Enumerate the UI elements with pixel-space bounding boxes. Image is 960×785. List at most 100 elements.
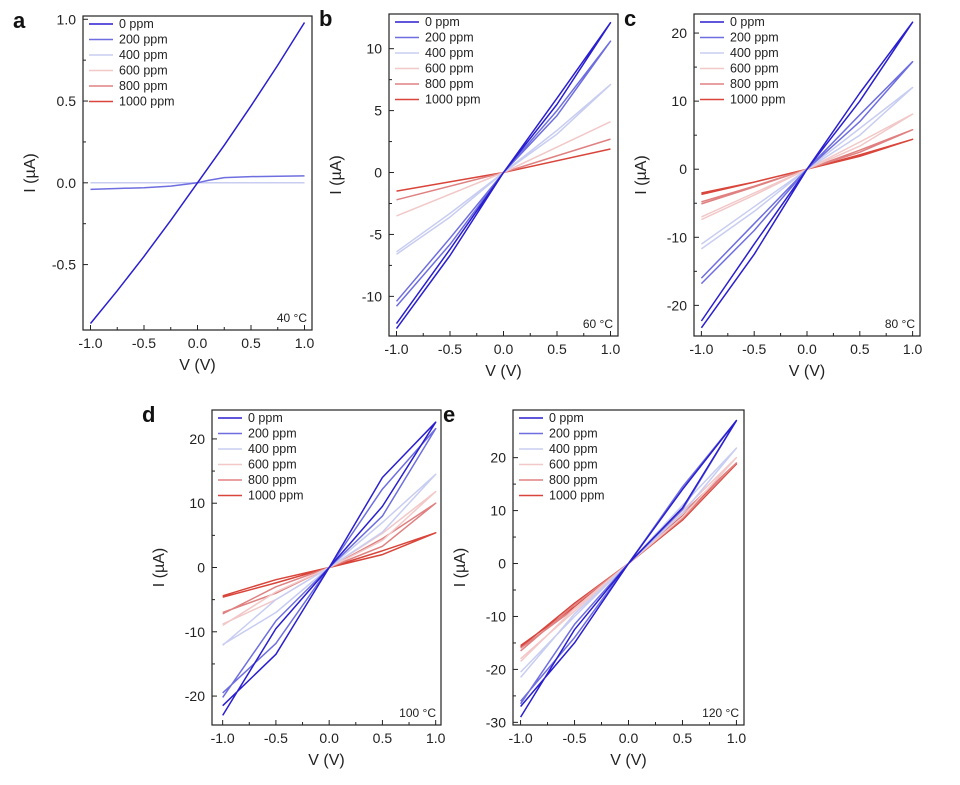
legend-label: 600 ppm xyxy=(730,62,779,76)
y-tick-label: 0.0 xyxy=(57,175,77,191)
y-tick-label: -5 xyxy=(370,226,383,242)
series-line xyxy=(222,490,437,627)
y-axis-title: I (µA) xyxy=(452,548,469,587)
x-axis-title: V (V) xyxy=(308,752,344,769)
y-tick-label: -10 xyxy=(667,229,687,245)
y-tick-label: 10 xyxy=(490,503,506,519)
x-tick-label: -1.0 xyxy=(78,335,102,351)
x-tick-label: 0.0 xyxy=(619,730,639,746)
x-tick-label: 1.0 xyxy=(727,730,747,746)
x-axis-title: V (V) xyxy=(179,357,215,374)
x-tick-label: 0.0 xyxy=(797,341,817,357)
legend-label: 0 ppm xyxy=(119,17,154,31)
x-tick-label: 0.5 xyxy=(241,335,261,351)
panel-letter: c xyxy=(624,6,636,31)
legend-label: 1000 ppm xyxy=(248,489,304,503)
legend-label: 1000 ppm xyxy=(425,93,481,107)
panel-d: -1.0 -0.5 0.0 0.5 1.0 -20 -10 0 10 20 V (V) I (µA) d… xyxy=(142,402,446,769)
series-line xyxy=(222,473,437,646)
x-tick-label: 1.0 xyxy=(903,341,923,357)
x-tick-label: -1.0 xyxy=(508,730,532,746)
x-axis-title: V (V) xyxy=(485,363,521,380)
series-line xyxy=(395,40,612,307)
series-line xyxy=(519,419,738,718)
series-line xyxy=(222,427,437,698)
x-tick-label: 0.0 xyxy=(319,730,339,746)
series-line xyxy=(701,138,914,196)
series-line xyxy=(395,21,612,330)
series-line xyxy=(396,148,611,192)
panel-c: -1.0 -0.5 0.0 0.5 1.0 -20 -10 0 10 20 V (V) I (µA) c… xyxy=(624,6,923,380)
y-tick-label: 0 xyxy=(498,556,506,572)
series-line xyxy=(700,86,914,250)
legend-label: 200 ppm xyxy=(730,31,779,45)
x-tick-label: -1.0 xyxy=(689,341,713,357)
x-axis-title: V (V) xyxy=(789,363,825,380)
series-line xyxy=(520,463,738,648)
legend-label: 600 ppm xyxy=(425,62,474,76)
series-line xyxy=(700,60,914,285)
temperature-label: 100 °C xyxy=(399,706,436,720)
series-line xyxy=(222,532,437,598)
y-tick-label: 10 xyxy=(671,93,687,109)
series-line xyxy=(701,128,914,205)
x-tick-label: 0.5 xyxy=(850,341,870,357)
x-tick-label: 0.5 xyxy=(373,730,393,746)
legend-label: 1000 ppm xyxy=(549,489,605,503)
y-tick-label: 0 xyxy=(374,165,382,181)
legend-label: 800 ppm xyxy=(119,79,168,93)
y-axis-title: I (µA) xyxy=(151,548,168,587)
plot-frame xyxy=(82,15,313,331)
plot-frame xyxy=(512,409,745,726)
y-tick-label: 0.5 xyxy=(57,93,77,109)
x-tick-label: -0.5 xyxy=(132,335,156,351)
y-tick-label: 20 xyxy=(189,431,205,447)
y-tick-label: -10 xyxy=(185,624,205,640)
x-tick-label: 0.5 xyxy=(547,341,567,357)
y-tick-label: -30 xyxy=(486,714,506,730)
x-tick-label: 0.0 xyxy=(494,341,514,357)
y-tick-label: 20 xyxy=(671,25,687,41)
legend-label: 0 ppm xyxy=(730,15,765,29)
y-tick-label: -20 xyxy=(667,297,687,313)
legend-label: 200 ppm xyxy=(119,33,168,47)
x-tick-label: 1.0 xyxy=(295,335,315,351)
panel-e: -1.0 -0.5 0.0 0.5 1.0 -30 -20 -10 0 10 20 V (V) I (µ… xyxy=(443,402,746,769)
y-axis-title: I (µA) xyxy=(633,155,650,194)
series-line xyxy=(396,83,612,255)
legend-label: 400 ppm xyxy=(549,442,598,456)
plot-frame xyxy=(388,13,619,337)
y-tick-label: -0.5 xyxy=(52,257,76,273)
y-tick-label: 0 xyxy=(197,560,205,576)
legend-label: 0 ppm xyxy=(549,411,584,425)
series-line xyxy=(222,502,437,615)
panel-letter: d xyxy=(142,402,155,427)
legend-label: 800 ppm xyxy=(730,77,779,91)
series-line xyxy=(396,138,611,201)
y-axis-title: I (µA) xyxy=(328,155,345,194)
legend-label: 800 ppm xyxy=(248,473,297,487)
legend-label: 600 ppm xyxy=(549,458,598,472)
y-tick-label: -10 xyxy=(362,288,382,304)
series-line xyxy=(701,113,914,221)
y-tick-label: 0 xyxy=(679,161,687,177)
temperature-label: 120 °C xyxy=(702,706,739,720)
legend-label: 400 ppm xyxy=(248,442,297,456)
x-tick-label: 0.5 xyxy=(673,730,693,746)
series-line xyxy=(520,456,738,663)
temperature-label: 40 °C xyxy=(277,311,307,325)
panel-letter: e xyxy=(443,402,455,427)
series-line xyxy=(520,447,738,678)
x-tick-label: -0.5 xyxy=(438,341,462,357)
x-tick-label: 1.0 xyxy=(601,341,621,357)
y-axis-title: I (µA) xyxy=(22,153,39,192)
x-tick-label: -0.5 xyxy=(264,730,288,746)
x-tick-label: -1.0 xyxy=(384,341,408,357)
legend-label: 400 ppm xyxy=(425,46,474,60)
x-axis-title: V (V) xyxy=(610,752,646,769)
x-tick-label: 0.0 xyxy=(188,335,208,351)
x-tick-label: -0.5 xyxy=(742,341,766,357)
y-tick-label: 5 xyxy=(374,103,382,119)
x-tick-label: 1.0 xyxy=(426,730,446,746)
y-tick-label: -10 xyxy=(486,608,506,624)
